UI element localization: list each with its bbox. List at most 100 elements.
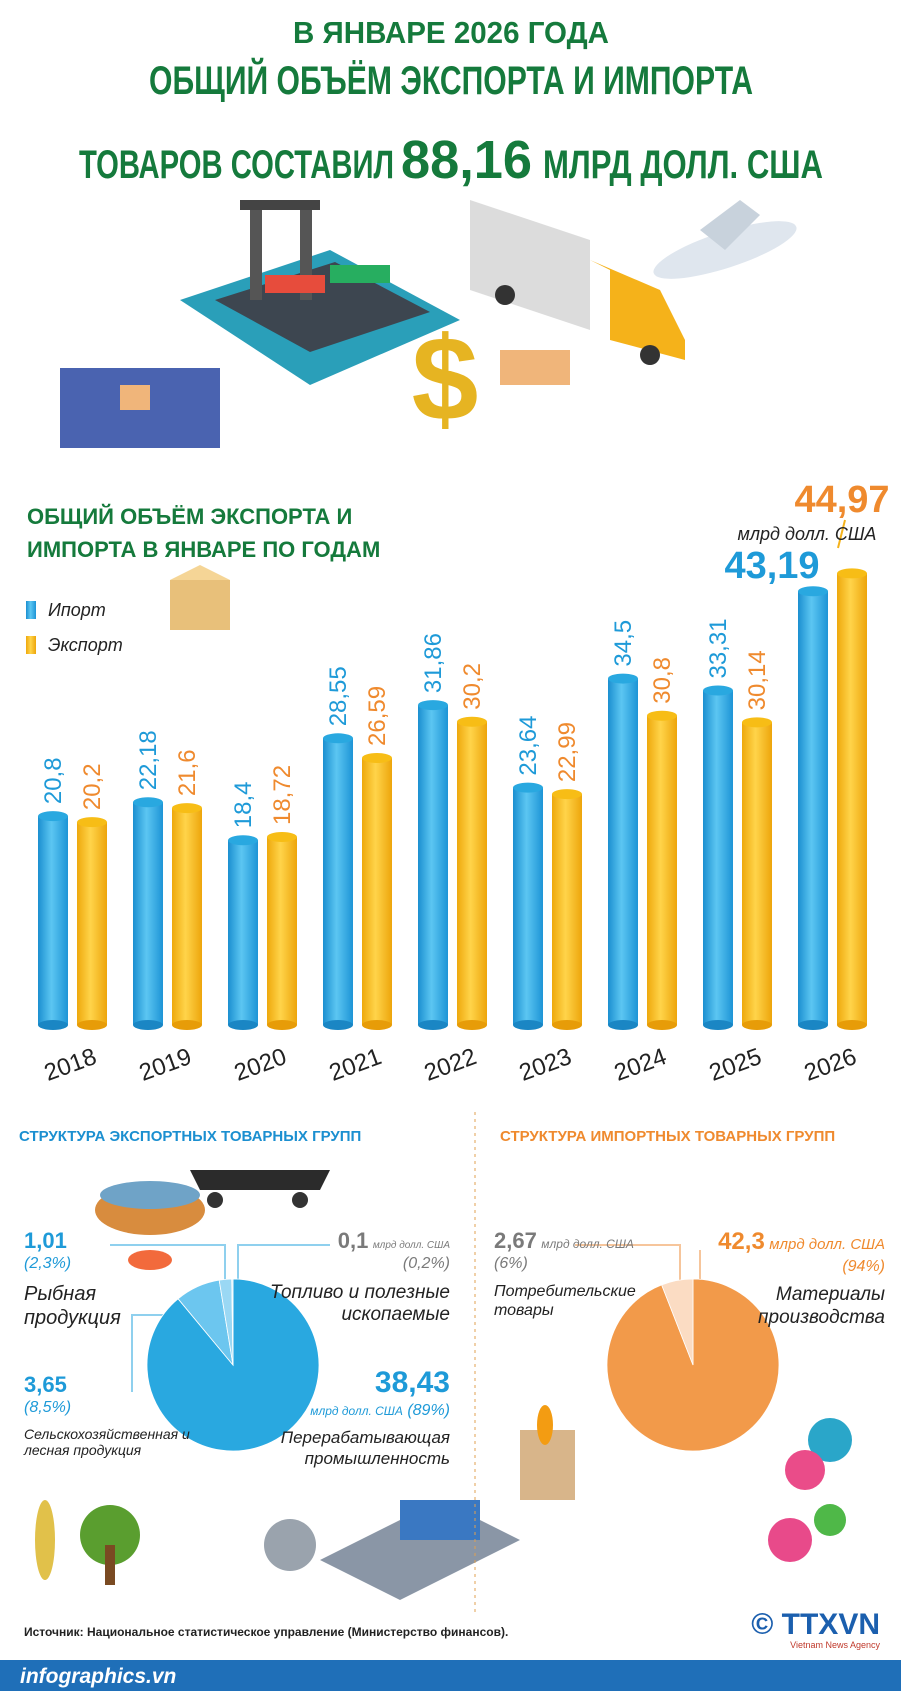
footer-logo: © TTXVN	[751, 1608, 880, 1641]
value-label: 1,01	[24, 1228, 67, 1253]
value-label: 30,2	[459, 663, 486, 710]
bar	[418, 705, 448, 1025]
bar-foot	[323, 1020, 353, 1030]
bar-cap	[513, 782, 543, 793]
share-label: (6%)	[494, 1255, 528, 1273]
header-line: ТОВАРОВ СОСТАВИЛ	[79, 143, 394, 187]
bar	[742, 722, 772, 1025]
pie-title: СТРУКТУРА ЭКСПОРТНЫХ ТОВАРНЫХ ГРУПП	[19, 1128, 362, 1145]
value-label: 28,55	[325, 666, 352, 726]
header-line: В ЯНВАРЕ 2026 ГОДА	[293, 15, 609, 50]
x-tick-label: 2024	[611, 1043, 670, 1087]
value-label: 0,1	[337, 1228, 369, 1253]
bar-cap	[608, 673, 638, 684]
chart-title: ОБЩИЙ ОБЪЁМ ЭКСПОРТА И ИМПОРТА В ЯНВАРЕ …	[27, 504, 381, 562]
value-label: 30,14	[744, 650, 771, 710]
bar	[798, 591, 828, 1025]
x-tick-label: 2019	[136, 1043, 195, 1087]
bar-cap	[742, 717, 772, 728]
x-tick-label: 2025	[706, 1043, 765, 1087]
value-label: 43,19	[724, 545, 819, 587]
value-label: 21,6	[174, 749, 201, 796]
value-label: 23,64	[515, 716, 542, 776]
bar-cap	[38, 811, 68, 822]
bar	[267, 837, 297, 1025]
value-label: 42,3	[718, 1228, 765, 1255]
bar-cap	[457, 716, 487, 727]
bar-foot	[703, 1020, 733, 1030]
bar	[608, 678, 638, 1025]
bar-cap	[418, 700, 448, 711]
share-label: (0,2%)	[402, 1255, 450, 1273]
bar-foot	[552, 1020, 582, 1030]
value-label: 18,4	[230, 782, 257, 829]
bar	[513, 787, 543, 1025]
bar-foot	[647, 1020, 677, 1030]
value-label: 22,99	[554, 722, 581, 782]
unit-label: млрд долл. США	[769, 1236, 885, 1253]
share-line: млрд долл. США (89%)	[250, 1401, 450, 1420]
bar-foot	[172, 1020, 202, 1030]
pie-label: 2,67 млрд долл. США (6%) Потребительские т…	[494, 1228, 664, 1320]
value-label: 38,43	[374, 1366, 450, 1399]
bar-cap	[77, 817, 107, 828]
legend-swatch	[26, 601, 36, 619]
value-label: 30,8	[649, 657, 676, 704]
value-label: 22,18	[135, 730, 162, 790]
pie-slice	[661, 1278, 694, 1366]
header-line: ОБЩИЙ ОБЪЁМ ЭКСПОРТА И ИМПОРТА	[149, 57, 753, 103]
bar	[77, 822, 107, 1025]
footer-source: Источник: Национальное статистическое уп…	[24, 1625, 508, 1639]
bar-cap	[798, 586, 828, 597]
bar-foot	[228, 1020, 258, 1030]
bar-foot	[77, 1020, 107, 1030]
value-label: 18,72	[269, 765, 296, 825]
bar-foot	[742, 1020, 772, 1030]
bar-foot	[457, 1020, 487, 1030]
bar-cap	[323, 733, 353, 744]
pie-slice	[231, 1278, 234, 1366]
value-label: 34,5	[610, 620, 637, 667]
category-label: Материалы производства	[758, 1283, 885, 1328]
bar	[133, 802, 163, 1025]
bar-cap	[837, 568, 867, 579]
unit-label: млрд долл. США	[310, 1404, 403, 1418]
legend-swatch	[26, 636, 36, 654]
bar-cap	[647, 710, 677, 721]
pie-label: 38,43 млрд долл. США (89%) Перерабатывающа…	[250, 1365, 450, 1469]
pie-title: СТРУКТУРА ИМПОРТНЫХ ТОВАРНЫХ ГРУПП	[500, 1128, 836, 1145]
x-tick-label: 2018	[41, 1043, 100, 1087]
value-label: 20,2	[79, 763, 106, 810]
bar	[647, 715, 677, 1025]
x-tick-label: 2023	[516, 1043, 575, 1087]
value-label: 3,65	[24, 1372, 67, 1397]
bar-cap	[362, 752, 392, 763]
illustration: $	[35, 200, 852, 1600]
category-label: Перерабатывающая промышленность	[280, 1428, 450, 1468]
annotation: млрд долл. США	[738, 524, 877, 544]
bar-cap	[228, 835, 258, 846]
legend-label: Экспорт	[48, 635, 123, 655]
x-tick-label: 2022	[421, 1043, 480, 1087]
share-label: (89%)	[407, 1402, 450, 1419]
bar	[552, 794, 582, 1025]
header-line: МЛРД ДОЛЛ. США	[543, 143, 823, 187]
share-label: (8,5%)	[24, 1399, 72, 1417]
share-label: (2,3%)	[24, 1255, 72, 1273]
bar	[362, 757, 392, 1025]
value-label: 33,31	[705, 618, 732, 678]
bar-cap	[172, 803, 202, 814]
bar	[837, 573, 867, 1025]
bar-cap	[703, 685, 733, 696]
category-label: Потребительские товары	[494, 1282, 636, 1319]
x-tick-label: 2020	[231, 1043, 290, 1087]
pie-label: 3,65 (8,5%) Сельскохозяйственная и лесная …	[24, 1372, 199, 1459]
share-label: (94%)	[842, 1257, 885, 1275]
value-label: 26,59	[364, 686, 391, 746]
value-label: 31,86	[420, 633, 447, 693]
header-total: 88,16	[401, 130, 532, 190]
bar	[38, 816, 68, 1025]
bar-foot	[837, 1020, 867, 1030]
